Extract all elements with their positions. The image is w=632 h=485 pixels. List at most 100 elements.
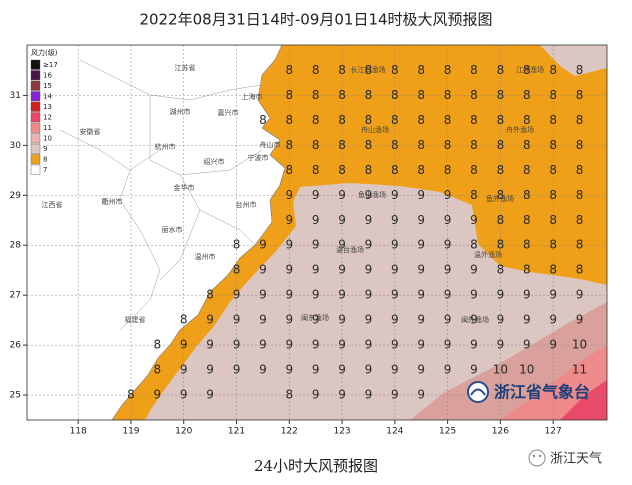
x-tick-label: 118: [70, 427, 87, 437]
wind-value: 9: [444, 238, 452, 252]
place-label: 江外渔场: [516, 65, 544, 74]
place-label: 宁波市: [248, 153, 269, 162]
wind-value: 8: [576, 163, 584, 177]
wind-value: 8: [417, 138, 425, 152]
wind-value: 9: [365, 238, 373, 252]
wind-value: 8: [523, 213, 531, 227]
wind-value: 8: [391, 88, 399, 102]
wind-value: 9: [338, 388, 346, 402]
wind-value: 9: [470, 363, 478, 377]
wind-value: 8: [285, 63, 293, 77]
place-label: 丽水市: [162, 225, 183, 234]
legend-label: 8: [43, 156, 47, 164]
wind-value: 9: [470, 263, 478, 277]
wind-value: 8: [497, 188, 505, 202]
legend-label: 12: [43, 114, 52, 122]
wind-value: 9: [312, 363, 320, 377]
y-tick-label: 28: [10, 241, 22, 251]
wind-value: 9: [285, 238, 293, 252]
logo-text: 浙江省气象台: [494, 383, 590, 402]
wind-value: 8: [470, 113, 478, 127]
wind-value: 8: [417, 88, 425, 102]
x-tick-label: 121: [228, 427, 245, 437]
wind-value: 8: [497, 238, 505, 252]
place-label: 温台渔场: [336, 245, 364, 254]
place-label: 长江口渔场: [351, 65, 386, 74]
wind-value: 8: [523, 138, 531, 152]
place-label: 福建省: [125, 315, 146, 324]
wind-value: 9: [549, 338, 557, 352]
legend-swatch: [30, 154, 41, 165]
wind-value: 9: [470, 338, 478, 352]
legend-swatch: [30, 143, 41, 154]
place-label: 江苏省: [175, 63, 196, 72]
logo: 浙江省气象台: [467, 381, 590, 403]
wind-value: 9: [365, 188, 373, 202]
legend-label: 9: [43, 145, 47, 153]
wind-value: 9: [285, 213, 293, 227]
wind-value: 8: [523, 113, 531, 127]
y-tick-label: 29: [10, 191, 22, 201]
legend-label: 11: [43, 124, 52, 132]
wind-value: 8: [497, 113, 505, 127]
watermark-text: 浙江天气: [550, 451, 602, 467]
wind-value: 9: [576, 313, 584, 327]
wind-value: 8: [576, 88, 584, 102]
wind-value: 9: [417, 263, 425, 277]
watermark: 浙江天气: [528, 449, 602, 467]
wind-value: 8: [154, 338, 162, 352]
wind-value: 9: [470, 313, 478, 327]
wind-value: 9: [365, 288, 373, 302]
wind-value: 9: [365, 388, 373, 402]
x-tick-label: 125: [439, 427, 456, 437]
wind-value: 9: [312, 188, 320, 202]
wind-value: 8: [470, 238, 478, 252]
wind-value: 9: [154, 388, 162, 402]
wind-value: 8: [549, 213, 557, 227]
wind-value: 9: [497, 313, 505, 327]
x-tick-label: 123: [333, 427, 350, 437]
wind-value: 8: [549, 263, 557, 277]
place-label: 上海市: [242, 92, 263, 101]
place-label: 嘉兴市: [218, 108, 239, 117]
wind-value: 8: [470, 138, 478, 152]
wind-value: 8: [549, 88, 557, 102]
wind-value: 8: [233, 238, 241, 252]
legend-swatch: [30, 133, 41, 144]
wind-value: 9: [312, 388, 320, 402]
wind-value: 8: [285, 113, 293, 127]
wind-value: 8: [523, 63, 531, 77]
wind-value: 9: [576, 288, 584, 302]
wind-value: 10: [493, 363, 508, 377]
wind-value: 9: [391, 388, 399, 402]
wind-value: 8: [497, 263, 505, 277]
x-tick-label: 120: [175, 427, 192, 437]
y-tick-label: 30: [10, 141, 22, 151]
wind-value: 9: [259, 313, 267, 327]
wind-value: 8: [523, 163, 531, 177]
legend-label: 15: [43, 82, 52, 90]
wind-value: 8: [576, 63, 584, 77]
wind-value: 9: [365, 263, 373, 277]
wind-value: 8: [523, 188, 531, 202]
legend-swatch: [30, 112, 41, 123]
wind-value: 9: [312, 338, 320, 352]
wind-value: 8: [470, 163, 478, 177]
wind-value: 8: [549, 113, 557, 127]
wind-value: 9: [233, 363, 241, 377]
wind-value: 8: [285, 163, 293, 177]
y-tick-label: 25: [10, 391, 21, 401]
wind-value: 9: [259, 238, 267, 252]
wind-value: 9: [206, 313, 214, 327]
wind-value: 9: [470, 213, 478, 227]
wind-value: 9: [444, 363, 452, 377]
wind-value: 8: [338, 63, 346, 77]
wind-value: 11: [572, 363, 587, 377]
wind-value: 8: [365, 138, 373, 152]
wind-value: 9: [206, 363, 214, 377]
wind-value: 9: [338, 238, 346, 252]
wind-value: 8: [497, 88, 505, 102]
wind-value: 9: [417, 188, 425, 202]
wind-value: 9: [444, 313, 452, 327]
